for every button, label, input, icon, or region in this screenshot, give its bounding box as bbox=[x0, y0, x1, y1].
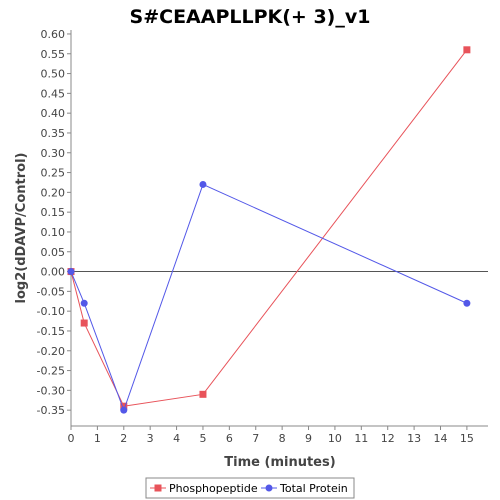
x-ticks: 0 1 2 3 4 5 6 7 8 9 10 11 12 13 14 15 bbox=[68, 426, 474, 445]
x-tick-label: 3 bbox=[147, 432, 154, 445]
legend-items: Phosphopeptide Total Protein bbox=[150, 482, 348, 495]
data-point-square bbox=[120, 402, 128, 410]
y-tick-label: -0.10 bbox=[37, 305, 65, 318]
y-tick-label: -0.20 bbox=[37, 345, 65, 358]
x-tick-label: 2 bbox=[120, 432, 127, 445]
legend: Phosphopeptide Total Protein bbox=[145, 477, 355, 499]
y-tick-label: -0.35 bbox=[37, 404, 65, 417]
chart-title: S#CEAAPLLPK(+ 3)_v1 bbox=[130, 6, 371, 28]
y-tick-label: 0.20 bbox=[41, 186, 66, 199]
y-tick-label: -0.30 bbox=[37, 384, 65, 397]
y-tick-label: 0.25 bbox=[41, 167, 66, 180]
data-point-square bbox=[199, 390, 207, 398]
x-tick-label: 15 bbox=[460, 432, 474, 445]
x-tick-label: 7 bbox=[252, 432, 259, 445]
x-tick-label: 1 bbox=[94, 432, 101, 445]
y-ticks: -0.35 -0.30 -0.25 -0.20 -0.15 -0.10 -0.05 0.00 0… bbox=[37, 28, 71, 417]
series-layer bbox=[67, 46, 471, 414]
legend-marker-square bbox=[154, 484, 162, 492]
data-point-circle bbox=[80, 299, 88, 307]
y-tick-label: 0.40 bbox=[41, 107, 66, 120]
legend-box bbox=[145, 477, 355, 499]
data-point-square bbox=[80, 319, 88, 327]
y-tick-label: 0.45 bbox=[41, 87, 66, 100]
plot-area bbox=[71, 30, 488, 426]
y-tick-label: 0.05 bbox=[41, 246, 66, 259]
x-tick-label: 13 bbox=[407, 432, 421, 445]
y-tick-label: 0.10 bbox=[41, 226, 66, 239]
y-tick-label: 0.30 bbox=[41, 147, 66, 160]
x-tick-label: 14 bbox=[433, 432, 447, 445]
y-tick-label: -0.15 bbox=[37, 325, 65, 338]
x-tick-label: 10 bbox=[328, 432, 342, 445]
data-point-circle bbox=[199, 180, 207, 188]
y-axis-label: log2(dDAVP/Control) bbox=[14, 153, 29, 304]
x-tick-label: 0 bbox=[68, 432, 75, 445]
y-tick-label: 0.55 bbox=[41, 48, 66, 61]
y-tick-label: -0.05 bbox=[37, 285, 65, 298]
x-tick-label: 4 bbox=[173, 432, 180, 445]
legend-label: Total Protein bbox=[279, 482, 348, 495]
y-tick-label: 0.50 bbox=[41, 68, 66, 81]
data-point-circle bbox=[67, 268, 75, 276]
x-axis-label: Time (minutes) bbox=[224, 455, 335, 470]
y-tick-label: 0.60 bbox=[41, 28, 66, 41]
x-tick-label: 11 bbox=[354, 432, 368, 445]
x-tick-label: 5 bbox=[199, 432, 206, 445]
data-point-square bbox=[463, 46, 471, 54]
y-tick-label: -0.25 bbox=[37, 365, 65, 378]
legend-marker-circle bbox=[265, 484, 273, 492]
data-point-circle bbox=[463, 299, 471, 307]
data-point-circle bbox=[120, 406, 128, 414]
x-tick-label: 8 bbox=[279, 432, 286, 445]
x-tick-label: 6 bbox=[226, 432, 233, 445]
y-tick-label: 0.15 bbox=[41, 206, 66, 219]
y-tick-label: 0.00 bbox=[41, 266, 66, 279]
x-tick-label: 9 bbox=[305, 432, 312, 445]
x-tick-label: 12 bbox=[381, 432, 395, 445]
y-tick-label: 0.35 bbox=[41, 127, 66, 140]
legend-label: Phosphopeptide bbox=[169, 482, 258, 495]
